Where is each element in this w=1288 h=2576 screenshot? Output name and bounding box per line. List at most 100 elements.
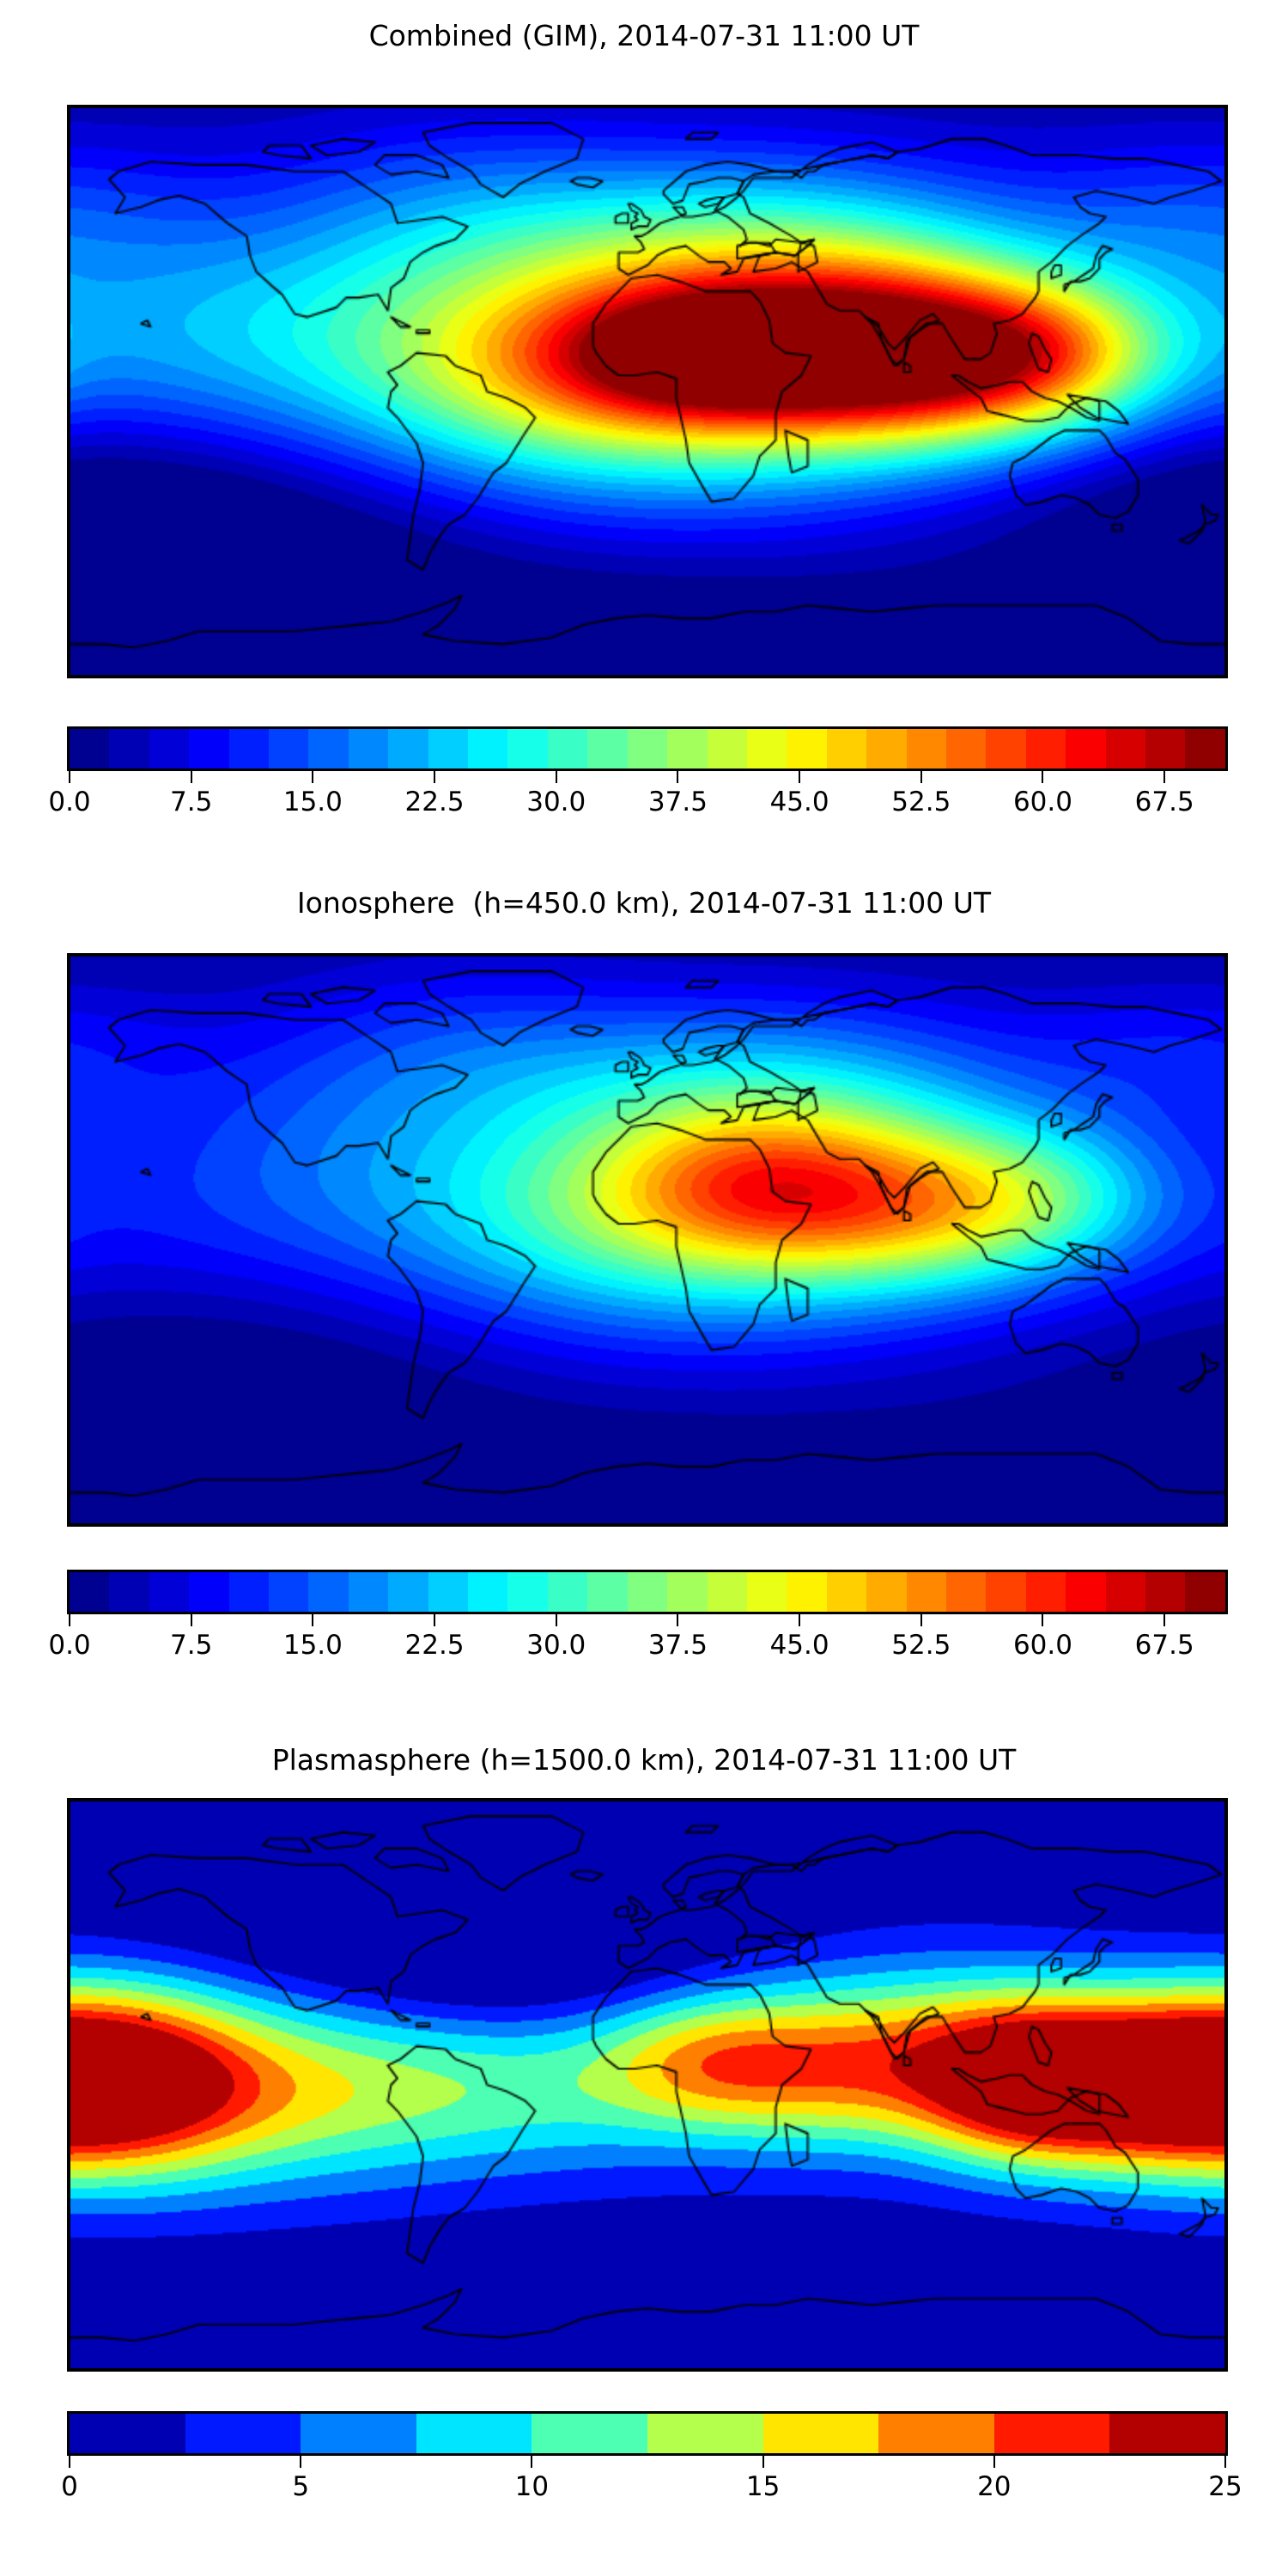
colorbar-segment	[228, 1572, 270, 1612]
colorbar-tick-label: 37.5	[647, 1630, 708, 1661]
colorbar-segment	[428, 729, 469, 769]
colorbar-tick	[69, 1614, 70, 1626]
colorbar-tick	[920, 771, 922, 783]
colorbar-tick-label: 0.0	[48, 1630, 91, 1661]
colorbar-segment	[269, 729, 309, 769]
colorbar-tick	[799, 1614, 801, 1626]
colorbar-tick-label: 67.5	[1134, 787, 1194, 817]
colorbar-segment	[547, 1572, 588, 1612]
colorbar-segment	[667, 729, 708, 769]
colorbar-tick-label: 45.0	[769, 787, 829, 817]
colorbar-segment	[1185, 729, 1225, 769]
colorbar-segment	[707, 1572, 747, 1612]
colorbar-segment	[416, 2414, 532, 2453]
colorbar-segment	[1145, 729, 1186, 769]
colorbar-tick-label: 37.5	[647, 787, 708, 817]
colorbar-tick	[555, 1614, 557, 1626]
colorbar-segment	[906, 1572, 946, 1612]
colorbar-tick	[69, 771, 70, 783]
colorbar-segment	[1109, 2414, 1225, 2453]
colorbar-segment	[826, 1572, 867, 1612]
colorbar-ticks-ionosphere	[67, 1614, 1228, 1628]
colorbar-plasmasphere[interactable]: 0 5 10 15 20 25	[61, 2411, 1242, 2509]
colorbar-tick	[531, 2456, 533, 2468]
map-plasmasphere[interactable]	[67, 1798, 1228, 2372]
map-combined-gim[interactable]	[67, 105, 1228, 678]
colorbar-tick-label: 0	[61, 2471, 78, 2502]
colorbar-segment	[308, 729, 349, 769]
colorbar-segment	[149, 1572, 190, 1612]
colorbar-tick	[69, 2456, 70, 2468]
colorbar-segment	[109, 1572, 149, 1612]
colorbar-segment	[1185, 1572, 1225, 1612]
colorbar-segment	[866, 729, 907, 769]
colorbar-tick	[1224, 2456, 1226, 2468]
colorbar-segment	[189, 1572, 229, 1612]
colorbar-segment	[301, 2414, 416, 2453]
colorbar-tick-label: 0.0	[48, 787, 91, 817]
colorbar-tick	[312, 771, 314, 783]
colorbar-tick	[555, 771, 557, 783]
colorbar-tick	[300, 2456, 302, 2468]
colorbar-segment	[627, 1572, 668, 1612]
colorbar-segment	[945, 729, 987, 769]
colorbar-segment	[70, 1572, 110, 1612]
colorbar-segment	[945, 1572, 987, 1612]
colorbar-ionosphere[interactable]: 0.0 7.5 15.0 22.5 30.0 37.5 45.0 52.5 60.0 67.5	[48, 1570, 1228, 1668]
colorbar-segment	[1025, 1572, 1066, 1612]
colorbar-combined-gim[interactable]: 0.0 7.5 15.0 22.5 30.0 37.5 45.0 52.5 60.0 67.5	[48, 726, 1228, 824]
map-canvas-plasmasphere	[70, 1801, 1224, 2368]
colorbar-segment	[348, 729, 389, 769]
map-canvas-combined-gim	[70, 108, 1224, 675]
colorbar-tick-label: 15.0	[283, 1630, 343, 1661]
colorbar-segment	[587, 729, 628, 769]
colorbar-ticks-plasmasphere	[67, 2456, 1228, 2470]
colorbar-segment	[507, 729, 548, 769]
colorbar-tick-label: 45.0	[769, 1630, 829, 1661]
colorbar-tick	[993, 2456, 995, 2468]
colorbar-tick-label: 15.0	[283, 787, 343, 817]
colorbar-segment	[70, 2414, 185, 2453]
colorbar-segment	[787, 729, 827, 769]
colorbar-strip-ionosphere	[67, 1570, 1228, 1614]
colorbar-tick	[1042, 771, 1044, 783]
colorbar-segment	[149, 729, 190, 769]
colorbar-segment	[878, 2414, 994, 2453]
colorbar-tick-label: 5	[292, 2471, 310, 2502]
colorbar-tick-label: 52.5	[891, 1630, 951, 1661]
colorbar-segment	[348, 1572, 389, 1612]
panel-title-plasmasphere: Plasmasphere (h=1500.0 km), 2014-07-31 1…	[271, 1743, 1017, 1777]
colorbar-segment	[627, 729, 668, 769]
colorbar-tick-label: 25	[1208, 2471, 1242, 2502]
colorbar-tick	[799, 771, 801, 783]
colorbar-segment	[746, 1572, 787, 1612]
colorbar-segment	[1066, 729, 1106, 769]
colorbar-segment	[866, 1572, 907, 1612]
colorbar-tick	[1042, 1614, 1044, 1626]
colorbar-segment	[468, 1572, 508, 1612]
colorbar-tick	[762, 2456, 764, 2468]
colorbar-segment	[428, 1572, 469, 1612]
colorbar-segment	[468, 729, 508, 769]
colorbar-labels-ionosphere: 0.0 7.5 15.0 22.5 30.0 37.5 45.0 52.5 60.0 67.5	[48, 1628, 1228, 1668]
colorbar-segment	[269, 1572, 309, 1612]
colorbar-tick	[677, 1614, 679, 1626]
colorbar-tick-label: 52.5	[891, 787, 951, 817]
colorbar-segment	[109, 729, 149, 769]
colorbar-tick-label: 22.5	[404, 1630, 465, 1661]
colorbar-segment	[1105, 729, 1145, 769]
colorbar-segment	[228, 729, 270, 769]
colorbar-labels-combined-gim: 0.0 7.5 15.0 22.5 30.0 37.5 45.0 52.5 60.0 67.5	[48, 785, 1228, 824]
colorbar-tick	[190, 1614, 192, 1626]
colorbar-segment	[587, 1572, 628, 1612]
colorbar-strip-plasmasphere	[67, 2411, 1228, 2456]
colorbar-tick	[920, 1614, 922, 1626]
colorbar-segment	[906, 729, 946, 769]
colorbar-segment	[667, 1572, 708, 1612]
colorbar-segment	[787, 1572, 827, 1612]
panel-title-combined-gim: Combined (GIM), 2014-07-31 11:00 UT	[368, 19, 920, 52]
colorbar-tick	[1163, 771, 1166, 783]
map-ionosphere[interactable]	[67, 953, 1228, 1527]
colorbar-tick-label: 7.5	[170, 1630, 213, 1661]
colorbar-segment	[507, 1572, 548, 1612]
